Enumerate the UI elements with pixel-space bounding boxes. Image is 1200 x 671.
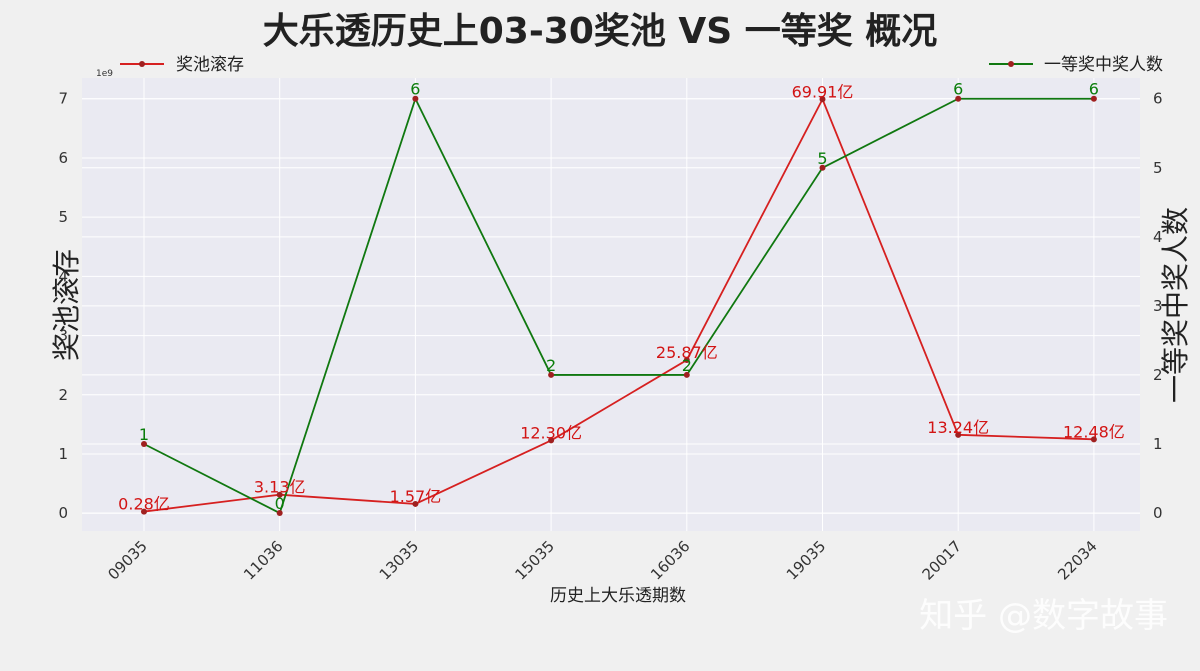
y-tick-left-label: 1 bbox=[58, 445, 68, 463]
y-tick-left-label: 2 bbox=[58, 386, 68, 404]
data-label-pool: 0.28亿 bbox=[118, 495, 170, 514]
point-winners bbox=[412, 95, 419, 102]
data-label-pool: 25.87亿 bbox=[656, 343, 718, 362]
y-tick-left-label: 7 bbox=[58, 90, 68, 108]
y-tick-left-label: 5 bbox=[58, 208, 68, 226]
x-tick-label: 09035 bbox=[104, 537, 150, 583]
watermark-text: 知乎 @数字故事 bbox=[919, 596, 1168, 636]
axis-multiplier: 1e9 bbox=[96, 69, 113, 79]
point-winners bbox=[276, 510, 283, 517]
data-label-layer: 0.28亿 3.13亿 1.57亿 12.30亿 25.87亿 69.91亿 13.24亿 1… bbox=[118, 80, 1125, 514]
point-pool bbox=[548, 437, 555, 444]
x-axis-label: 历史上大乐透期数 bbox=[550, 586, 686, 606]
data-label-winners: 0 bbox=[275, 494, 285, 513]
x-tick-label: 13035 bbox=[376, 537, 422, 583]
legend-winners: 一等奖中奖人数 bbox=[989, 55, 1163, 75]
data-label-winners: 2 bbox=[682, 356, 692, 375]
data-label-pool: 69.91亿 bbox=[792, 82, 854, 101]
x-tick-label: 22034 bbox=[1054, 537, 1100, 583]
legend-winners-marker bbox=[1008, 61, 1014, 67]
x-tick-label: 20017 bbox=[919, 537, 965, 583]
y-tick-right-label: 5 bbox=[1153, 159, 1163, 177]
y-tick-right-label: 1 bbox=[1153, 435, 1163, 453]
point-pool bbox=[819, 96, 826, 103]
grid-lines bbox=[82, 78, 1140, 531]
x-tick-label: 11036 bbox=[240, 537, 286, 583]
x-tick-label: 15035 bbox=[511, 537, 557, 583]
data-label-pool: 3.13亿 bbox=[254, 478, 306, 497]
data-label-winners: 2 bbox=[546, 356, 556, 375]
point-winners bbox=[955, 95, 962, 102]
y-tick-right-label: 4 bbox=[1153, 228, 1163, 246]
point-winners bbox=[141, 440, 147, 447]
y-tick-left-label: 3 bbox=[58, 327, 68, 345]
y-tick-left-label: 6 bbox=[58, 149, 68, 167]
legend-pool-label: 奖池滚存 bbox=[176, 55, 244, 75]
series-line-pool bbox=[143, 97, 1094, 513]
point-pool bbox=[412, 500, 419, 507]
y-tick-right-label: 6 bbox=[1153, 90, 1163, 108]
chart-title: 大乐透历史上03-30奖池 VS 一等奖 概况 bbox=[263, 11, 938, 52]
point-pool bbox=[955, 431, 962, 438]
y-tick-right-label: 2 bbox=[1153, 366, 1163, 384]
y-tick-left-label: 0 bbox=[58, 504, 68, 522]
y-axis-left-label: 奖池滚存 bbox=[50, 249, 83, 361]
point-winners bbox=[548, 371, 555, 378]
data-label-pool: 1.57亿 bbox=[390, 487, 442, 506]
y-tick-right-label: 3 bbox=[1153, 297, 1163, 315]
point-winners bbox=[1090, 95, 1097, 102]
y-axis-right-label: 一等奖中奖人数 bbox=[1159, 207, 1192, 403]
point-pool bbox=[1090, 436, 1097, 443]
point-pool bbox=[141, 508, 147, 515]
x-tick-label: 16036 bbox=[647, 537, 693, 583]
series-line-winners bbox=[143, 96, 1094, 515]
data-label-pool: 12.30亿 bbox=[520, 423, 582, 442]
data-label-winners: 1 bbox=[139, 425, 149, 444]
point-winners bbox=[819, 164, 826, 171]
data-label-winners: 5 bbox=[817, 149, 827, 168]
data-label-winners: 6 bbox=[1089, 80, 1099, 99]
legend-pool: 奖池滚存 bbox=[120, 55, 244, 75]
point-pool bbox=[683, 357, 690, 364]
data-label-winners: 6 bbox=[953, 80, 963, 99]
x-tick-label: 19035 bbox=[783, 537, 829, 583]
data-label-pool: 13.24亿 bbox=[927, 418, 989, 437]
y-tick-right-label: 0 bbox=[1153, 504, 1163, 522]
point-winners bbox=[683, 371, 690, 378]
plot-background bbox=[82, 78, 1140, 531]
legend-pool-marker bbox=[139, 61, 145, 67]
series-layer bbox=[141, 95, 1097, 517]
legend-winners-label: 一等奖中奖人数 bbox=[1044, 55, 1163, 75]
point-pool bbox=[276, 491, 283, 498]
y-tick-left-label: 4 bbox=[58, 267, 68, 285]
data-label-winners: 6 bbox=[410, 80, 420, 99]
data-label-pool: 12.48亿 bbox=[1063, 422, 1125, 441]
